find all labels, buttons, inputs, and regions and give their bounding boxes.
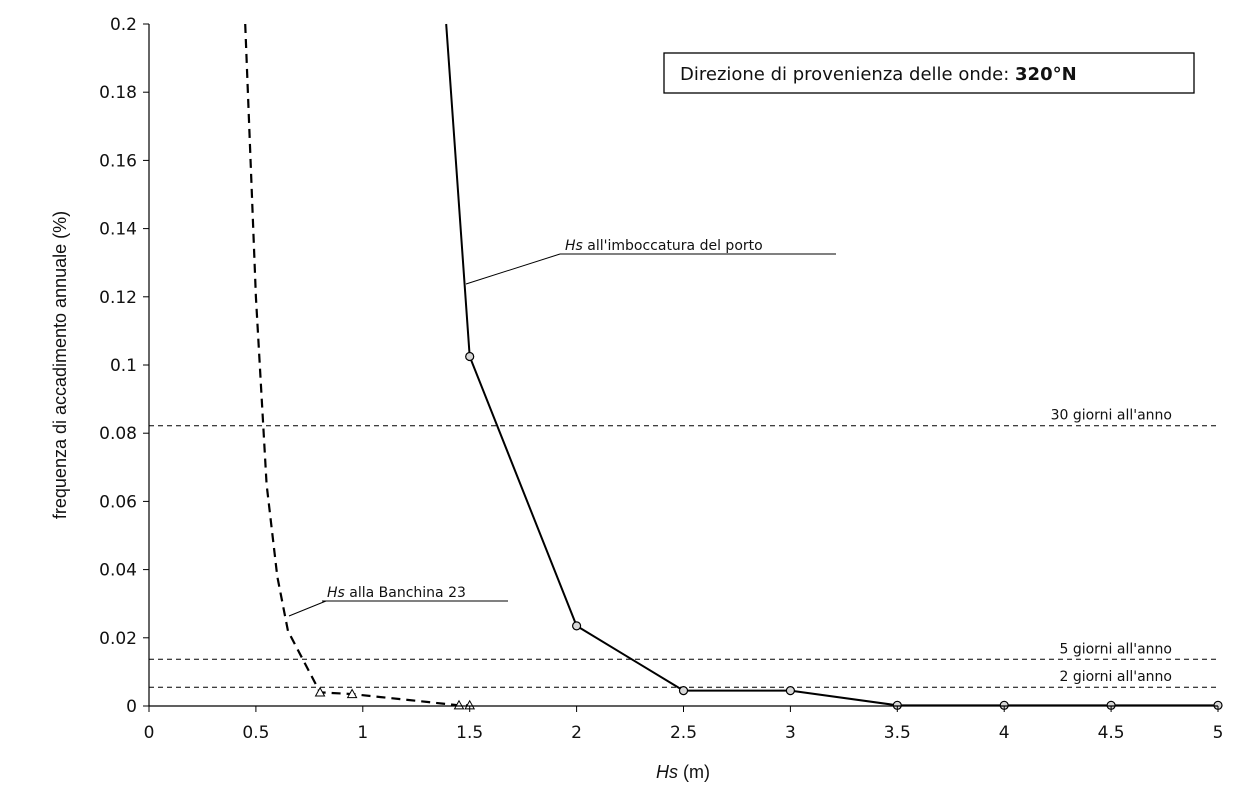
x-tick-label: 3.5 [884,723,911,743]
series-point [453,699,465,710]
series-line [244,23,470,707]
x-tick-label: 3 [785,723,796,743]
y-tick-label: 0.16 [99,151,137,171]
x-tick-label: 5 [1213,723,1224,743]
y-tick-label: 0.12 [99,288,137,308]
x-axis-title-rest: (m) [678,762,710,782]
x-tick-label: 4 [999,723,1010,743]
annotation-banchina-leader [288,600,327,617]
annotation-porto-leader [465,253,561,285]
annotation-porto: Hs all'imboccatura del porto [465,238,836,285]
y-tick-label: 0.1 [110,356,137,376]
x-tick-label: 4.5 [1098,723,1125,743]
y-tick-label: 0.14 [99,220,137,240]
x-tick-label: 0.5 [242,723,269,743]
annotation-porto-rest: all'imboccatura del porto [583,238,763,254]
direction-box: Direzione di provenienza delle onde: 320… [663,52,1195,94]
y-tick-label: 0 [126,697,137,717]
annotation-porto-italic: Hs [565,238,583,254]
reference-line-label: 5 giorni all'anno [1059,641,1172,657]
y-tick-label: 0.02 [99,629,137,649]
x-tick-label: 1 [357,723,368,743]
y-tick-label: 0.06 [99,492,137,512]
axes-layer: 0 0.02 0.04 0.06 0.08 0.1 0.12 0.14 0.16 0.18 0.2 0… [99,15,1223,743]
annotation-banchina-label: Hs alla Banchina 23 [327,585,466,601]
series-layer [244,23,1223,710]
x-axis-title-italic: Hs [656,762,678,782]
series-point [571,621,582,631]
series-point [678,686,689,696]
direction-prefix: Direzione di provenienza delle onde: [680,64,1015,85]
y-tick-label: 0.04 [99,561,137,581]
reference-line-label: 30 giorni all'anno [1051,408,1172,424]
x-tick-label: 2.5 [670,723,697,743]
series-point [785,686,796,696]
series-point [346,688,358,699]
x-axis-title: Hs (m) [656,762,710,782]
direction-box-text: Direzione di provenienza delle onde: 320… [680,64,1077,85]
series-point [314,686,326,697]
x-tick-label: 2 [571,723,582,743]
reference-line-label: 2 giorni all'anno [1059,669,1172,685]
y-tick-label: 0.2 [110,15,137,35]
y-tick-label: 0.18 [99,83,137,103]
annotation-banchina-rest: alla Banchina 23 [345,585,466,601]
y-axis-title: frequenza di accadimento annuale (%) [50,211,70,519]
y-tick-label: 0.08 [99,424,137,444]
x-tick-label: 0 [144,723,155,743]
annotation-porto-label: Hs all'imboccatura del porto [565,238,763,254]
series-point [465,351,475,362]
annotation-banchina: Hs alla Banchina 23 [288,585,508,617]
direction-value: 320°N [1015,64,1077,85]
annotation-banchina-italic: Hs [327,585,345,601]
plot-area [149,24,1218,706]
x-tick-label: 1.5 [456,723,483,743]
direction-box-frame [663,52,1195,94]
